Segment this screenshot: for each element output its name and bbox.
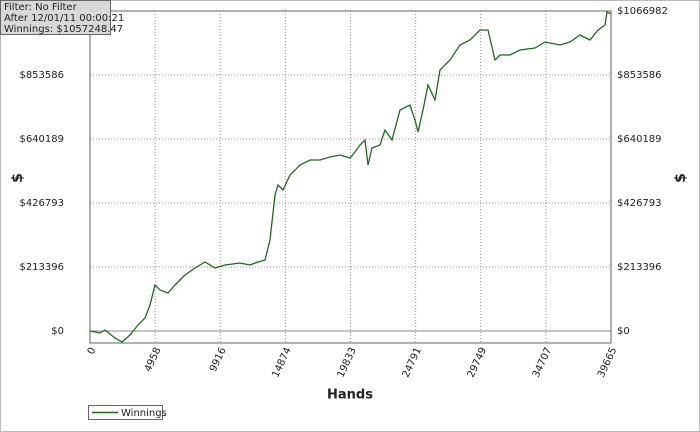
info-box [0,0,111,35]
y-tick-label: $426793 [19,198,64,209]
legend-label: Winnings [121,408,167,419]
legend [88,405,163,420]
y-tick-label: $213396 [19,262,64,273]
info-line: Filter: No Filter [4,2,78,13]
x-axis-title: Hands [327,388,373,403]
y-axis-title: $ [10,173,26,183]
info-line: After 12/01/11 00:00:21 [4,13,124,24]
y2-tick-label: $1066982 [617,6,668,17]
plot-border [89,10,612,344]
y2-tick-label: $426793 [617,198,662,209]
x-tick-label: 0 [86,346,99,356]
y2-axis-title: $ [673,173,689,183]
y2-tick-label: $640189 [617,134,662,145]
y2-tick-label: $213396 [617,262,662,273]
y2-tick-label: $0 [617,326,630,337]
line-series [89,11,612,343]
y-tick-label: $0 [51,326,64,337]
y-tick-label: $640189 [19,134,64,145]
y-tick-label: $853586 [19,70,64,81]
y2-tick-label: $853586 [617,70,662,81]
info-line: Winnings: $1057248.47 [4,24,123,35]
